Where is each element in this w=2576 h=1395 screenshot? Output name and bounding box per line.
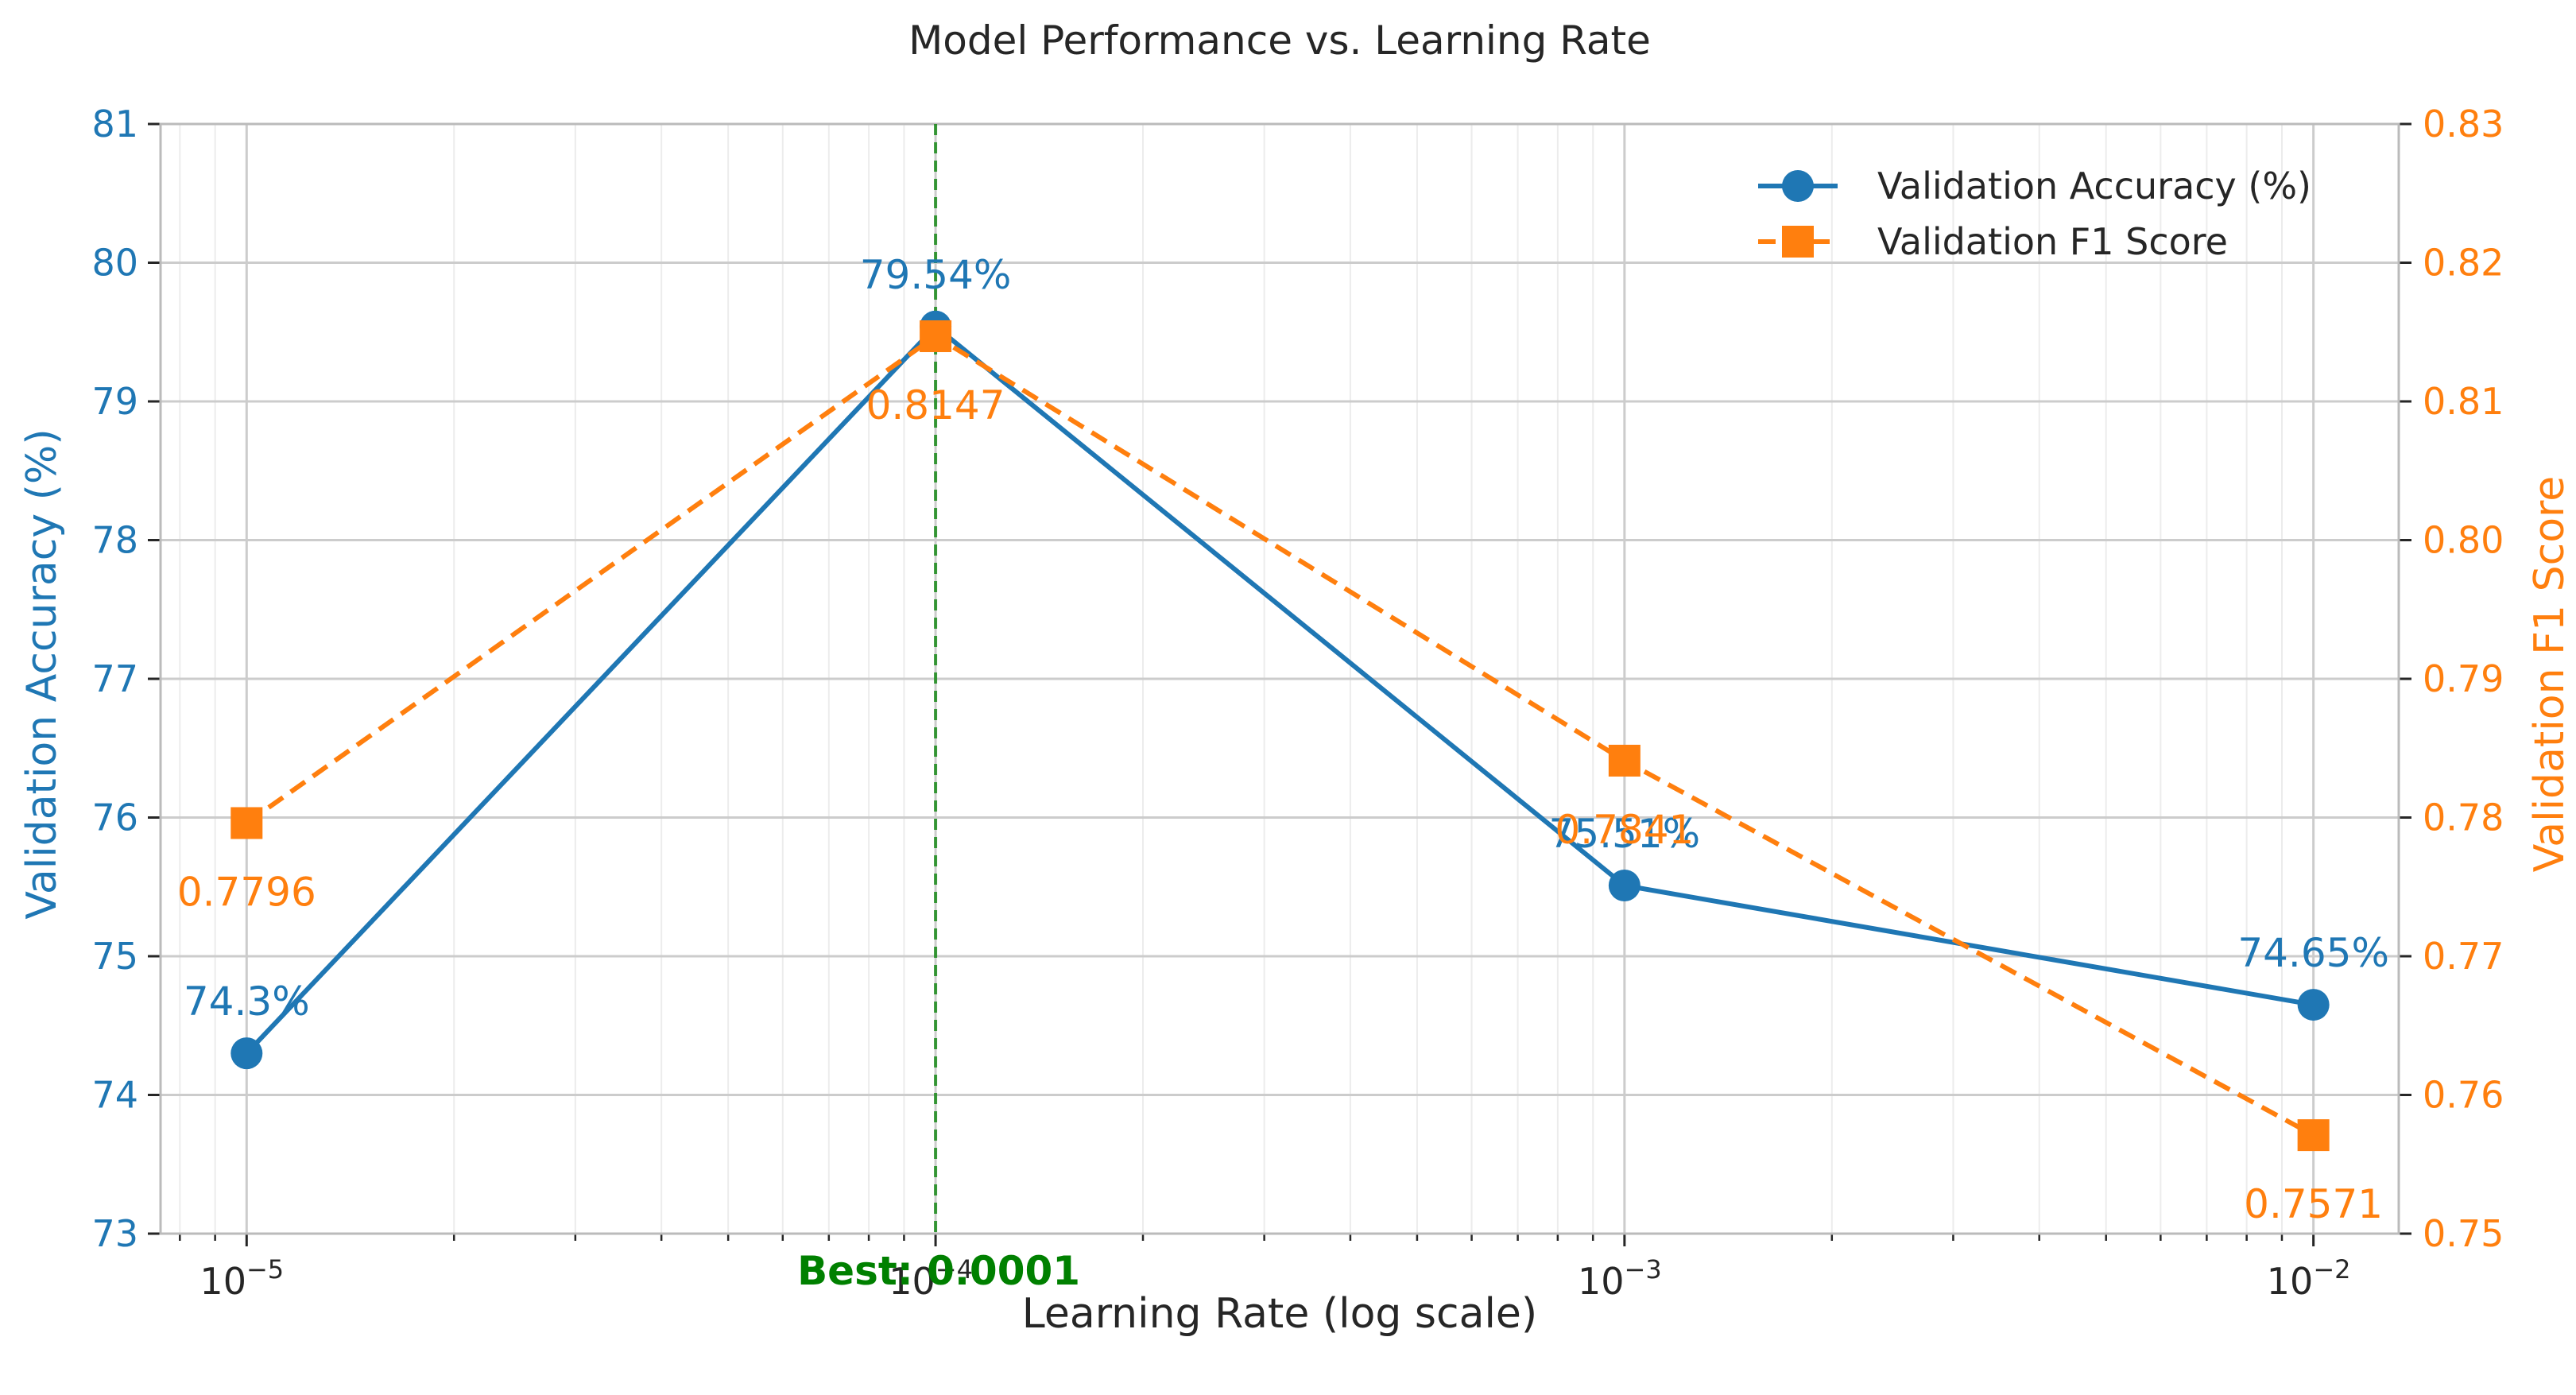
- right-axis-tick-label: 0.75: [2423, 1212, 2504, 1255]
- data-labels: 74.3% 79.54% 75.51% 74.65% 0.7796 0.8147 0.784…: [177, 252, 2389, 1294]
- accuracy-data-label: 74.65%: [2237, 930, 2389, 976]
- right-axis-tick-label: 0.82: [2423, 242, 2504, 285]
- f1-data-label: 0.7571: [2244, 1181, 2383, 1227]
- accuracy-point: [230, 1037, 263, 1070]
- right-axis-tick-label: 0.76: [2423, 1074, 2504, 1117]
- f1-point: [1608, 744, 1641, 777]
- f1-point: [230, 807, 263, 839]
- accuracy-line: [245, 324, 2315, 1056]
- legend-marker-square: [1782, 226, 1814, 258]
- left-axis-tick-label: 79: [91, 380, 138, 423]
- x-axis-tick-label: 10−2: [2267, 1254, 2351, 1303]
- accuracy-data-label: 74.3%: [184, 978, 310, 1025]
- f1-data-label: 0.7841: [1555, 807, 1694, 853]
- best-lr-label: Best: 0.0001: [797, 1248, 1080, 1294]
- chart-title: Model Performance vs. Learning Rate: [908, 17, 1651, 64]
- right-axis-tick-label: 0.77: [2423, 935, 2504, 978]
- axes: 73 74 75 76 77 78 79 80 81 0.75 0.76 0.77 0.78 0.79 0.…: [91, 103, 2504, 1303]
- accuracy-point: [1608, 870, 1641, 902]
- right-axis-title: Validation F1 Score: [2526, 476, 2574, 872]
- legend-label: Validation Accuracy (%): [1877, 165, 2311, 207]
- accuracy-point: [2297, 989, 2330, 1021]
- left-axis-tick-label: 78: [91, 519, 138, 562]
- f1-point: [920, 320, 952, 352]
- f1-data-label: 0.8147: [866, 382, 1005, 428]
- left-axis-tick-label: 73: [91, 1212, 138, 1255]
- legend-label: Validation F1 Score: [1877, 220, 2228, 263]
- f1-point: [2297, 1119, 2330, 1152]
- right-axis-tick-label: 0.78: [2423, 796, 2504, 839]
- left-axis-tick-label: 75: [91, 935, 138, 978]
- accuracy-data-label: 79.54%: [860, 252, 1012, 298]
- left-axis-tick-label: 80: [91, 242, 138, 285]
- right-axis-tick-label: 0.83: [2423, 103, 2504, 145]
- left-axis-title: Validation Accuracy (%): [18, 428, 66, 919]
- plot-frame: [159, 122, 2400, 1235]
- x-axis-title: Learning Rate (log scale): [1022, 1290, 1537, 1338]
- accuracy-data-label: 75.51%: [1549, 811, 1701, 857]
- left-axis-tick-label: 74: [91, 1074, 138, 1117]
- legend-marker-circle: [1782, 170, 1814, 202]
- f1-data-label: 0.7796: [177, 869, 316, 915]
- right-axis-tick-label: 0.80: [2423, 519, 2504, 562]
- series: [230, 310, 2330, 1152]
- left-axis-tick-label: 77: [91, 657, 138, 700]
- x-axis-tick-label: 10−4: [889, 1254, 973, 1303]
- f1-line: [245, 333, 2315, 1137]
- right-axis-tick-label: 0.81: [2423, 380, 2504, 423]
- right-axis-tick-label: 0.79: [2423, 657, 2504, 700]
- legend: Validation Accuracy (%) Validation F1 Sco…: [1758, 165, 2311, 263]
- left-axis-tick-label: 81: [91, 103, 138, 145]
- left-axis-tick-label: 76: [91, 796, 138, 839]
- x-axis-tick-label: 10−5: [199, 1254, 284, 1303]
- x-axis-tick-label: 10−3: [1578, 1254, 1662, 1303]
